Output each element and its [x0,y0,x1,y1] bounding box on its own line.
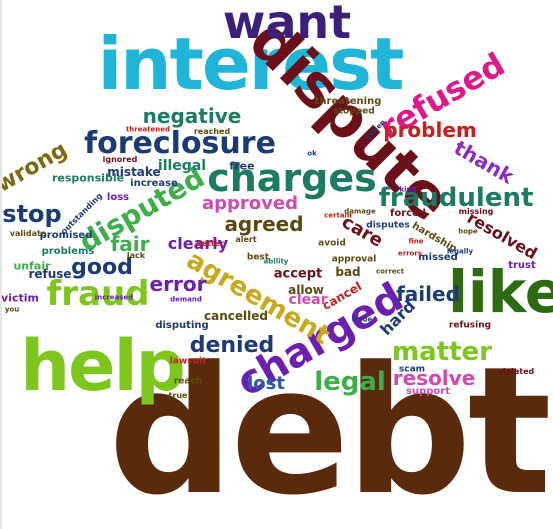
word-clearly: clearly [167,234,229,253]
word-increase: increase [130,178,178,189]
word-accept: accept [273,266,323,282]
word-responsible: responsible [51,171,125,185]
word-best: best [246,252,270,263]
word-want: want [222,0,352,49]
word-charges: charges [207,156,377,200]
word-missing: missing [458,207,494,216]
word-loss: loss [106,192,130,203]
word-legal: legal [314,367,386,397]
word-correct: correct [375,267,405,276]
word-reach: reach [173,376,203,387]
word-violated: violated [497,367,535,376]
word-resolved: resolved [463,207,541,264]
word-bad: bad [335,265,361,279]
word-allow: allow [288,283,324,297]
word-you: you [4,305,20,314]
word-free: free [229,159,255,173]
word-ignored: ignored [102,155,138,164]
word-damage: damage [344,207,376,216]
word-fraudulent: fraudulent [378,183,534,213]
word-promised: promised [39,230,93,241]
word-cancelled: cancelled [204,309,268,323]
word-illegal: illegal [157,158,207,174]
word-resolve: resolve [392,366,476,390]
word-lawsuit: lawsuit [169,356,207,367]
word-fraud: fraud [46,274,150,314]
word-forced: forced [389,208,427,219]
word-kind: kind [399,185,417,194]
word-problem: problem [383,118,477,142]
word-errors: errors [397,249,423,258]
word-lack: lack [126,251,146,260]
word-interest: interest [97,22,405,106]
word-refuse: refuse [28,267,72,281]
word-threatening: threatening [314,96,382,107]
word-good: good [71,255,133,280]
word-increased: increased [94,293,134,302]
word-disputing: disputing [155,320,209,331]
word-approved: approved [202,193,298,214]
word-support: support [406,386,450,397]
word-help: help [20,325,185,407]
word-fair: fair [110,232,150,256]
word-approval: approval [331,254,377,265]
word-wrong: wrong [0,137,72,198]
word-missed: missed [418,252,458,263]
word-fine: fine [408,237,424,246]
word-problems: problems [41,246,95,257]
word-trust: trust [508,260,536,271]
word-ability: ability [263,257,289,266]
word-hope: hope [458,227,478,236]
word-better: better [195,239,225,248]
word-failed: failed [396,282,460,306]
word-certain: certain [324,211,352,220]
word-debt: debt [108,329,551,529]
word-denied: denied [189,333,275,358]
word-threatened: threatened [125,125,171,134]
word-scam: scam [398,364,426,375]
word-demand: demand [170,295,202,304]
word-true: true [168,391,188,400]
word-issue: issue [351,315,373,324]
word-lost: lost [247,373,285,394]
word-foreclosure: foreclosure [84,126,276,161]
word-clear: clear [288,292,328,308]
word-refusing: refusing [448,320,492,331]
word-mistake: mistake [107,165,161,179]
word-disputes: disputes [366,220,410,231]
word-unfair: unfair [13,259,51,273]
word-matter: matter [392,337,492,367]
word-like: like [447,258,553,326]
word-stop: stop [2,200,62,228]
word-thank: thank [449,135,519,189]
word-validate: validate [9,229,47,238]
word-avoid: avoid [318,238,346,249]
word-error: error [149,272,207,296]
word-negative: negative [142,104,242,128]
word-ok: ok [307,149,317,158]
word-reached: reached [193,127,231,136]
word-victim: victim [1,291,39,305]
word-alert: alert [235,235,257,244]
word-legally: legally [446,247,474,256]
word-stopped: stopped [333,106,375,117]
word-agreed: agreed [224,212,304,236]
